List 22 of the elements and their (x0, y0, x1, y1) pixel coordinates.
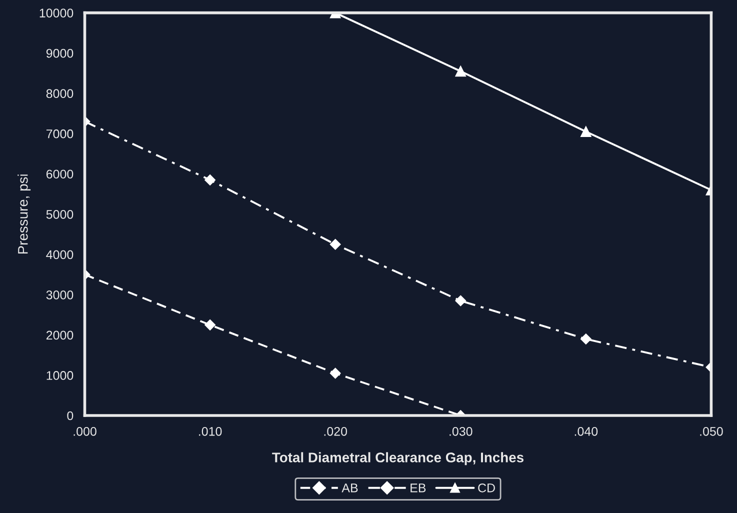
y-tick-label: 5000 (46, 210, 74, 219)
x-tick-label: .030 (450, 426, 472, 436)
y-tick-label: 4000 (46, 250, 74, 260)
y-tick-label: 8000 (46, 89, 74, 98)
legend-label: EB (410, 484, 426, 492)
x-axis-title: Total Diametral Clearance Gap, Inches (272, 452, 524, 466)
y-tick-label: 3000 (46, 290, 74, 300)
y-axis-title: Pressure, psi (18, 174, 31, 254)
y-tick-label: 7000 (46, 129, 74, 138)
y-tick-label: 6000 (46, 170, 74, 179)
y-tick-label: 2000 (46, 330, 74, 340)
legend-label: CD (478, 483, 495, 492)
y-tick-label: 0 (67, 411, 74, 420)
x-tick-label: .000 (74, 426, 96, 436)
legend-label: AB (342, 484, 358, 492)
x-tick-label: .050 (700, 426, 723, 436)
x-tick-label: .040 (574, 426, 598, 436)
y-tick-label: 10000 (40, 8, 74, 18)
y-tick-label: 1000 (46, 371, 74, 380)
x-tick-label: .020 (324, 426, 348, 436)
x-tick-label: .010 (199, 426, 222, 436)
y-tick-label: 9000 (46, 48, 74, 58)
